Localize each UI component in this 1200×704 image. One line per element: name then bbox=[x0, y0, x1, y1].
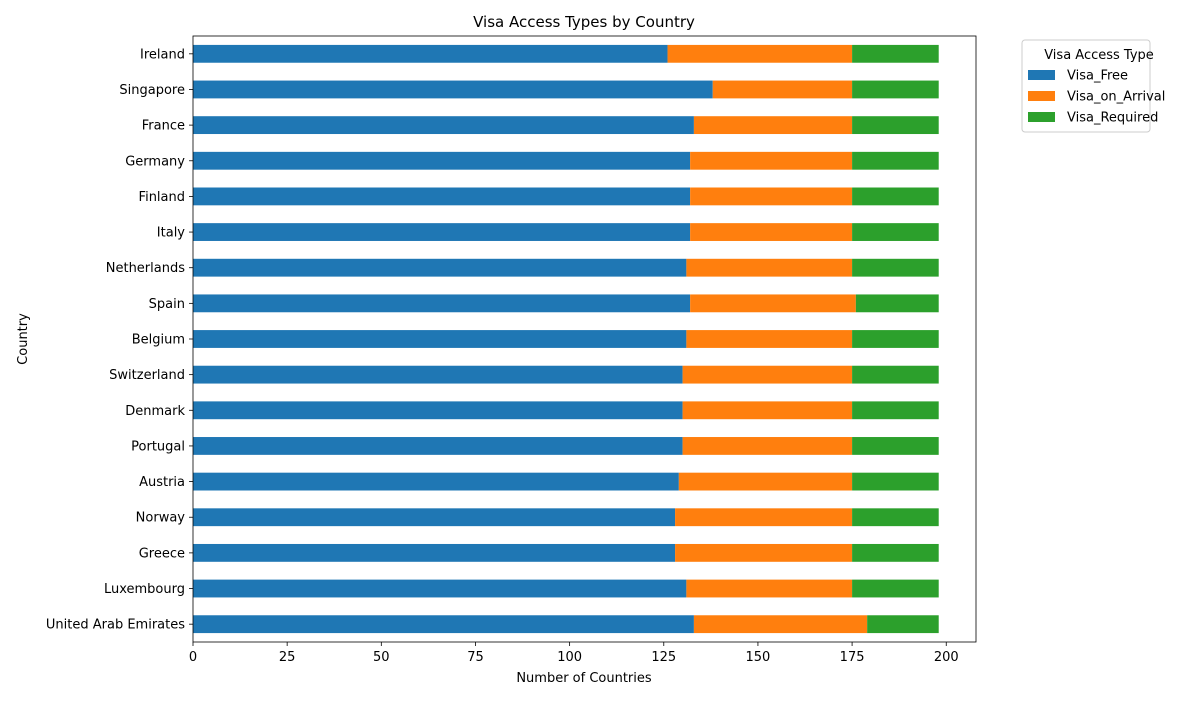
y-tick-label: Portugal bbox=[131, 439, 185, 454]
bar-visa-free-spain bbox=[193, 294, 691, 313]
legend-label-visa-free: Visa_Free bbox=[1067, 69, 1128, 84]
bar-visa-required-austria bbox=[852, 472, 939, 491]
y-tick-label: Austria bbox=[139, 475, 185, 490]
bar-visa-free-ireland bbox=[193, 44, 668, 63]
bar-visa-on-arrival-denmark bbox=[682, 401, 853, 420]
bar-visa-on-arrival-spain bbox=[690, 294, 856, 313]
y-tick-label: Ireland bbox=[140, 47, 185, 62]
y-tick-label: Singapore bbox=[119, 83, 185, 98]
x-tick-label: 150 bbox=[746, 650, 771, 665]
bar-visa-free-portugal bbox=[193, 437, 683, 455]
bar-visa-required-belgium bbox=[852, 330, 939, 348]
legend-swatch-visa-on-arrival bbox=[1028, 91, 1055, 101]
bar-visa-free-switzerland bbox=[193, 365, 683, 384]
bar-visa-required-ireland bbox=[852, 44, 939, 63]
bar-visa-required-denmark bbox=[852, 401, 939, 420]
bar-visa-on-arrival-netherlands bbox=[686, 258, 853, 277]
y-tick-label: United Arab Emirates bbox=[46, 618, 185, 633]
ticks-layer: Ireland Singapore France Germany Finland Ital… bbox=[46, 47, 959, 665]
bar-visa-free-italy bbox=[193, 223, 691, 241]
bar-visa-on-arrival-france bbox=[693, 116, 853, 135]
bar-visa-on-arrival-switzerland bbox=[682, 365, 853, 384]
bar-visa-free-netherlands bbox=[193, 258, 687, 277]
y-tick-label: Switzerland bbox=[109, 368, 185, 383]
bar-visa-on-arrival-italy bbox=[690, 223, 853, 241]
bar-visa-required-italy bbox=[852, 223, 939, 241]
bar-visa-free-singapore bbox=[193, 80, 713, 99]
plot-frame bbox=[192, 35, 977, 643]
bar-visa-free-germany bbox=[193, 151, 691, 170]
bar-visa-on-arrival-finland bbox=[690, 187, 853, 206]
legend-label-visa-on-arrival: Visa_on_Arrival bbox=[1067, 90, 1165, 105]
y-tick-label: Greece bbox=[139, 546, 185, 561]
bar-visa-on-arrival-germany bbox=[690, 151, 853, 170]
x-tick-label: 0 bbox=[189, 650, 197, 665]
legend-label-visa-required: Visa_Required bbox=[1067, 111, 1158, 126]
bar-visa-on-arrival-united-arab-emirates bbox=[693, 615, 868, 634]
bar-visa-free-denmark bbox=[193, 401, 683, 420]
bar-visa-on-arrival-portugal bbox=[682, 437, 853, 455]
legend-swatch-visa-required bbox=[1028, 112, 1055, 122]
x-tick-label: 75 bbox=[467, 650, 484, 665]
bar-visa-required-luxembourg bbox=[852, 579, 939, 598]
bar-visa-free-belgium bbox=[193, 330, 687, 348]
y-tick-label: Spain bbox=[149, 297, 185, 312]
bar-visa-free-luxembourg bbox=[193, 579, 687, 598]
bar-visa-required-united-arab-emirates bbox=[867, 615, 939, 634]
bar-visa-required-greece bbox=[852, 543, 939, 562]
x-axis-label: Number of Countries bbox=[516, 671, 652, 686]
bar-visa-required-spain bbox=[855, 294, 939, 313]
y-tick-label: Denmark bbox=[125, 404, 185, 419]
x-tick-label: 125 bbox=[651, 650, 676, 665]
x-tick-label: 200 bbox=[934, 650, 959, 665]
chart-title: Visa Access Types by Country bbox=[473, 13, 695, 31]
y-axis-label: Country bbox=[16, 313, 31, 365]
bar-visa-required-portugal bbox=[852, 437, 939, 455]
bar-visa-free-finland bbox=[193, 187, 691, 206]
bar-visa-required-singapore bbox=[852, 80, 939, 99]
bar-visa-on-arrival-norway bbox=[675, 508, 853, 527]
bar-visa-free-united-arab-emirates bbox=[193, 615, 694, 634]
y-tick-label: Norway bbox=[136, 511, 186, 526]
y-tick-label: France bbox=[142, 119, 185, 134]
legend-items: Visa_Free Visa_on_Arrival Visa_Required bbox=[1028, 69, 1165, 126]
x-tick-label: 25 bbox=[279, 650, 296, 665]
bar-visa-on-arrival-belgium bbox=[686, 330, 853, 348]
bar-visa-on-arrival-greece bbox=[675, 543, 853, 562]
legend-swatch-visa-free bbox=[1028, 70, 1055, 80]
bar-visa-on-arrival-luxembourg bbox=[686, 579, 853, 598]
bar-visa-required-germany bbox=[852, 151, 939, 170]
y-tick-label: Luxembourg bbox=[104, 582, 185, 597]
bar-visa-required-switzerland bbox=[852, 365, 939, 384]
bars-layer bbox=[193, 44, 939, 634]
legend: Visa Access Type Visa_Free Visa_on_Arriva… bbox=[1021, 39, 1165, 133]
bar-visa-on-arrival-austria bbox=[678, 472, 853, 491]
y-tick-label: Italy bbox=[157, 226, 186, 241]
y-tick-label: Netherlands bbox=[106, 261, 185, 276]
bar-visa-on-arrival-singapore bbox=[712, 80, 853, 99]
bar-visa-free-greece bbox=[193, 543, 676, 562]
y-tick-label: Belgium bbox=[132, 333, 185, 348]
bar-visa-required-norway bbox=[852, 508, 939, 527]
bar-visa-on-arrival-ireland bbox=[667, 44, 853, 63]
bar-visa-required-finland bbox=[852, 187, 939, 206]
bar-visa-free-norway bbox=[193, 508, 676, 527]
legend-title: Visa Access Type bbox=[1044, 48, 1154, 63]
bar-visa-free-france bbox=[193, 116, 694, 135]
y-tick-label: Finland bbox=[139, 190, 185, 205]
x-tick-label: 100 bbox=[557, 650, 582, 665]
legend-frame bbox=[1021, 39, 1151, 133]
x-tick-label: 50 bbox=[373, 650, 390, 665]
bar-visa-free-austria bbox=[193, 472, 679, 491]
x-tick-label: 175 bbox=[840, 650, 865, 665]
bar-visa-required-netherlands bbox=[852, 258, 939, 277]
y-tick-label: Germany bbox=[125, 154, 185, 169]
bar-visa-required-france bbox=[852, 116, 939, 135]
